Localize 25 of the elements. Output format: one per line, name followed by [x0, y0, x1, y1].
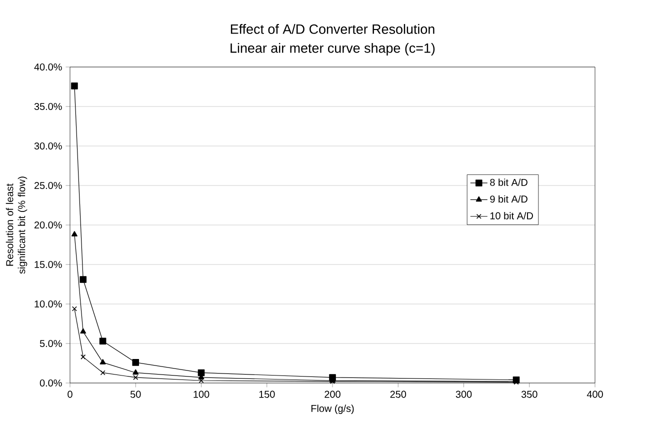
y-tick-label: 25.0% [34, 182, 62, 190]
x-tick-label: 150 [259, 390, 275, 398]
y-tick-label: 40.0% [34, 63, 62, 71]
y-tick-label: 0.0% [40, 379, 62, 387]
x-tick-label: 100 [194, 390, 210, 398]
legend-label: 9 bit A/D [490, 195, 528, 203]
y-axis-title: Resolution of least significant bit (% flow) [6, 176, 28, 274]
x-tick-label: 250 [390, 390, 406, 398]
y-tick-label: 30.0% [34, 142, 62, 150]
x-tick-label: 0 [68, 390, 72, 398]
y-tick-label: 5.0% [40, 340, 62, 348]
y-tick-label: 15.0% [34, 260, 62, 268]
y-tick-label: 10.0% [34, 300, 62, 308]
legend-label: 8 bit A/D [490, 178, 528, 186]
x-axis-title: Flow (g/s) [311, 404, 354, 414]
y-tick-label: 20.0% [34, 221, 62, 229]
x-tick-label: 400 [586, 390, 603, 398]
x-tick-label: 300 [456, 390, 472, 398]
x-tick-label: 200 [324, 390, 340, 398]
x-tick-label: 350 [521, 390, 538, 398]
chart-title: Effect of A/D Converter Resolution [230, 24, 434, 34]
chart-subtitle: Linear air meter curve shape (c=1) [230, 42, 435, 56]
y-tick-label: 35.0% [34, 102, 62, 110]
x-tick-label: 50 [130, 390, 141, 398]
legend-label: 10 bit A/D [490, 212, 533, 220]
